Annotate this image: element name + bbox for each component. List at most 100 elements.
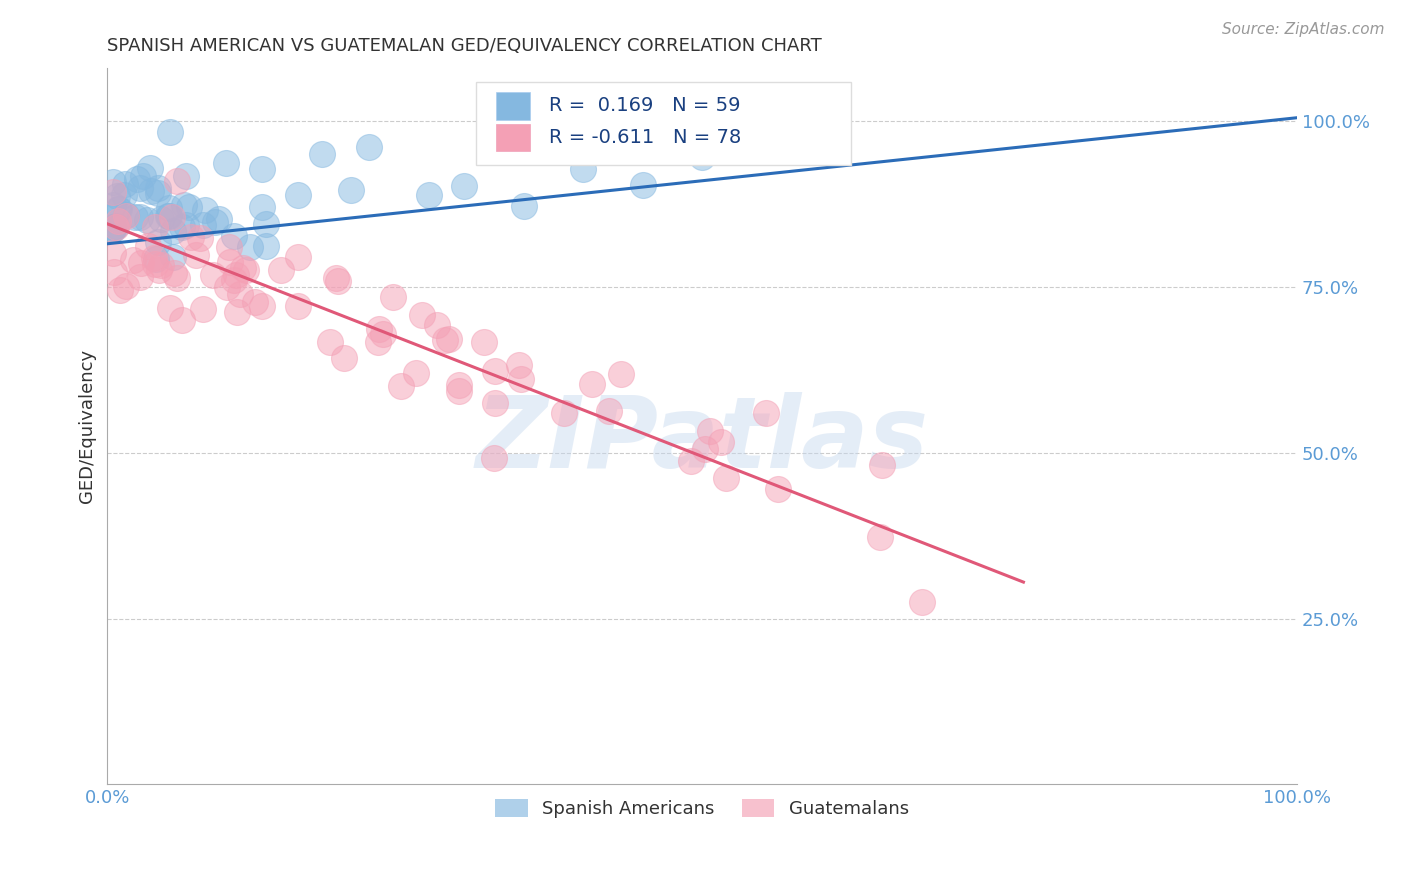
Point <box>129 256 152 270</box>
Point <box>690 150 713 164</box>
Point <box>176 218 198 232</box>
Point <box>166 271 188 285</box>
Point <box>447 378 470 392</box>
Point <box>184 247 207 261</box>
Point <box>449 384 471 399</box>
Point <box>368 322 391 336</box>
Point <box>103 221 125 235</box>
Point <box>405 366 427 380</box>
Point <box>127 172 149 186</box>
Point <box>103 222 125 236</box>
Point <box>367 334 389 349</box>
Point <box>159 125 181 139</box>
Point <box>218 240 240 254</box>
Text: R =  0.169   N = 59: R = 0.169 N = 59 <box>548 96 740 115</box>
Text: Source: ZipAtlas.com: Source: ZipAtlas.com <box>1222 22 1385 37</box>
Point <box>157 201 180 215</box>
Point <box>115 279 138 293</box>
Point <box>128 180 150 194</box>
Point <box>122 252 145 267</box>
Point <box>681 453 703 467</box>
Point <box>103 175 125 189</box>
Point <box>149 258 172 272</box>
Point <box>326 274 349 288</box>
Point <box>232 260 254 275</box>
Point <box>695 442 717 456</box>
Point <box>115 208 138 222</box>
Point <box>112 188 135 202</box>
Point <box>107 202 129 216</box>
Point <box>513 199 536 213</box>
Point <box>222 228 245 243</box>
Point <box>148 186 170 200</box>
Point <box>610 368 633 382</box>
Point <box>146 235 169 249</box>
FancyBboxPatch shape <box>477 82 851 165</box>
Point <box>553 406 575 420</box>
Point <box>105 219 128 234</box>
Point <box>180 230 202 244</box>
Point <box>143 256 166 270</box>
Point <box>426 318 449 332</box>
Y-axis label: GED/Equivalency: GED/Equivalency <box>79 349 96 503</box>
Point <box>225 268 247 282</box>
Point <box>319 334 342 349</box>
Point <box>136 213 159 227</box>
Point <box>105 189 128 203</box>
Point <box>243 294 266 309</box>
Point <box>270 263 292 277</box>
Point <box>239 240 262 254</box>
Point <box>411 308 433 322</box>
Point <box>139 184 162 198</box>
Point <box>872 458 894 472</box>
Point <box>484 396 506 410</box>
Point <box>437 332 460 346</box>
Point <box>509 372 531 386</box>
Point <box>287 251 309 265</box>
Point <box>371 327 394 342</box>
Point <box>170 220 193 235</box>
Point <box>710 435 733 450</box>
Point <box>107 213 129 227</box>
Point <box>224 273 246 287</box>
Point <box>170 313 193 327</box>
Point <box>124 210 146 224</box>
Point <box>103 185 125 199</box>
Point <box>714 471 737 485</box>
Point <box>163 266 186 280</box>
Point <box>453 178 475 193</box>
Point <box>177 200 200 214</box>
Point <box>129 210 152 224</box>
Point <box>311 146 333 161</box>
Point <box>110 284 132 298</box>
Point <box>191 218 214 232</box>
Point <box>911 595 934 609</box>
Point <box>418 188 440 202</box>
Point <box>484 364 506 378</box>
Point <box>139 161 162 175</box>
Point <box>699 424 721 438</box>
Point <box>114 177 136 191</box>
Point <box>250 200 273 214</box>
Point <box>433 333 456 347</box>
Point <box>340 183 363 197</box>
Point <box>143 220 166 235</box>
Point <box>484 450 506 465</box>
Point <box>176 169 198 184</box>
Point <box>160 211 183 225</box>
Point <box>381 290 404 304</box>
Point <box>598 404 620 418</box>
Point <box>173 198 195 212</box>
Point <box>768 483 790 497</box>
Point <box>631 178 654 193</box>
Point <box>146 181 169 195</box>
Point <box>581 376 603 391</box>
Point <box>136 239 159 253</box>
Point <box>142 252 165 266</box>
Point <box>204 215 226 229</box>
Point <box>508 359 530 373</box>
Point <box>103 197 125 211</box>
Point <box>115 210 138 224</box>
Point <box>254 239 277 253</box>
Point <box>108 202 131 216</box>
